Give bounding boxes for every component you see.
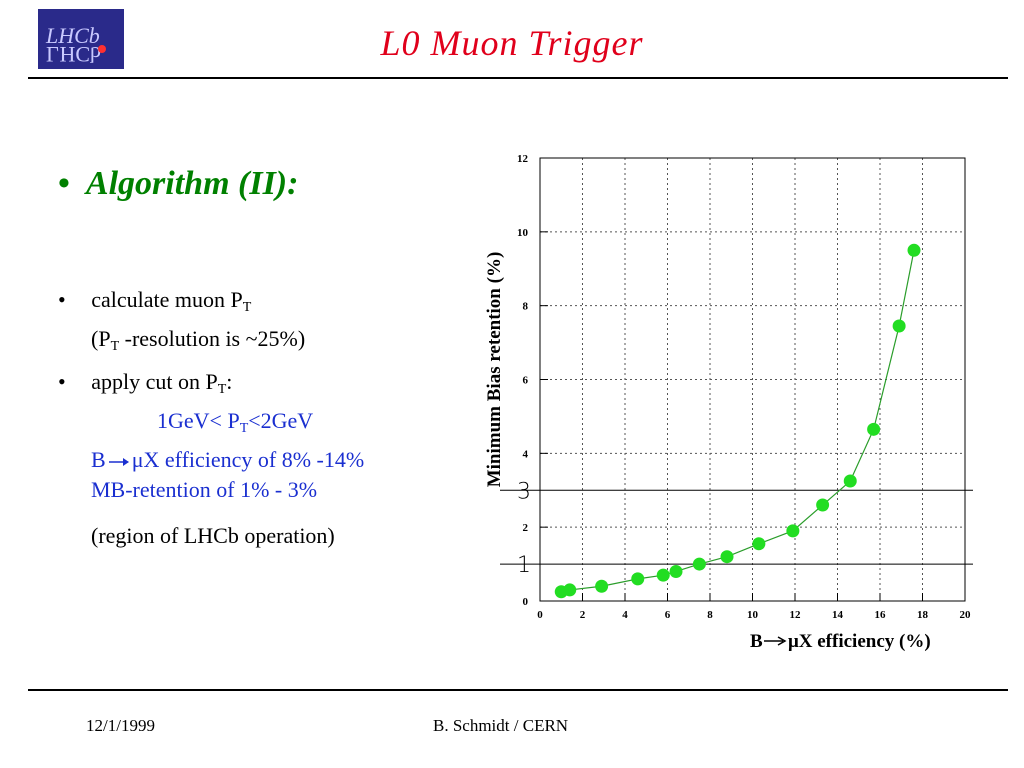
data-point <box>786 524 800 538</box>
x-tick-label: 20 <box>960 609 972 621</box>
data-point <box>563 583 577 597</box>
data-point <box>720 550 734 564</box>
bullet-glyph: • <box>58 369 66 394</box>
header-divider <box>28 77 1008 79</box>
reference-label: 1 <box>517 553 531 578</box>
x-axis-label-text: μX efficiency (%) <box>788 631 931 652</box>
data-point <box>867 422 881 436</box>
y-tick-label: 6 <box>523 375 529 387</box>
data-point <box>892 319 906 333</box>
heading-text: Algorithm (II): <box>85 165 299 202</box>
chart: 1 3 0 2 4 6 8 10 12 14 16 18 20 0 2 4 6 8 10 12 Minimum Bias… <box>480 148 1000 663</box>
series-line <box>561 250 915 593</box>
x-tick-label: 4 <box>622 609 628 621</box>
data-point <box>656 568 670 582</box>
y-axis-label: Minimum Bias retention (%) <box>484 252 505 488</box>
logo-text-reflection: LHCb <box>46 42 101 67</box>
data-point <box>595 579 609 593</box>
x-tick-label: 18 <box>917 609 929 621</box>
cut-range: 1GeV< PT<2GeV <box>157 408 314 436</box>
y-tick-label: 2 <box>523 522 529 534</box>
efficiency-retention-chart: 1 3 0 2 4 6 8 10 12 14 16 18 20 0 2 4 6 8 10 12 Minimum Bias… <box>484 153 973 652</box>
data-point <box>631 572 645 586</box>
y-tick-label: 12 <box>517 153 529 165</box>
y-tick-label: 8 <box>523 301 529 313</box>
arrow-icon <box>108 457 129 466</box>
cut-pre: 1GeV< P <box>157 408 240 433</box>
efficiency-b: B <box>91 447 106 472</box>
bullet-text: apply cut on P <box>91 369 218 394</box>
bullet-text-post: : <box>226 369 233 394</box>
footer-author: B. Schmidt / CERN <box>433 716 569 735</box>
data-point <box>907 243 921 257</box>
data-point <box>843 474 857 488</box>
logo-text: LHCb <box>45 23 100 48</box>
resolution-pre: (P <box>91 326 111 351</box>
region-line: (region of LHCb operation) <box>91 523 335 548</box>
bullet-apply-cut: • apply cut on PT: <box>58 369 233 397</box>
bullet-glyph: • <box>58 165 70 202</box>
subscript-t: T <box>242 300 252 315</box>
reference-label: 3 <box>517 479 531 504</box>
bullet-text: calculate muon P <box>91 287 243 312</box>
x-tick-label: 12 <box>790 609 802 621</box>
x-tick-label: 10 <box>747 609 759 621</box>
data-point <box>692 557 706 571</box>
footer-divider <box>28 689 1008 691</box>
y-tick-label: 10 <box>517 227 529 239</box>
y-tick-label: 0 <box>523 596 529 608</box>
data-point <box>752 537 766 551</box>
efficiency-text: μX efficiency of 8% -14% <box>131 447 365 472</box>
logo-dot <box>98 45 106 53</box>
section-heading: • Algorithm (II): <box>58 165 298 203</box>
bullet-glyph: • <box>58 287 66 312</box>
cut-post: <2GeV <box>248 408 314 433</box>
lhcb-logo: LHCb LHCb <box>38 9 124 69</box>
data-point <box>816 498 830 512</box>
subscript-t: T <box>217 382 227 397</box>
y-tick-label: 4 <box>523 448 529 460</box>
x-tick-label: 8 <box>707 609 713 621</box>
subscript-t: T <box>239 421 249 436</box>
resolution-post: -resolution is ~25%) <box>119 326 306 351</box>
x-tick-label: 14 <box>832 609 844 621</box>
x-tick-label: 6 <box>665 609 671 621</box>
x-tick-label: 16 <box>875 609 887 621</box>
footer-date: 12/1/1999 <box>86 716 155 735</box>
retention-line: MB-retention of 1% - 3% <box>91 477 318 502</box>
resolution-note: (PT -resolution is ~25%) <box>91 326 306 354</box>
data-point <box>669 564 683 578</box>
x-tick-label: 2 <box>580 609 586 621</box>
bullet-calculate: • calculate muon PT <box>58 287 252 315</box>
x-tick-label: 0 <box>537 609 543 621</box>
subscript-t: T <box>110 339 120 354</box>
slide-title: L0 Muon Trigger <box>380 23 644 63</box>
x-axis-label-b: B <box>750 631 763 652</box>
arrow-icon <box>764 636 787 646</box>
